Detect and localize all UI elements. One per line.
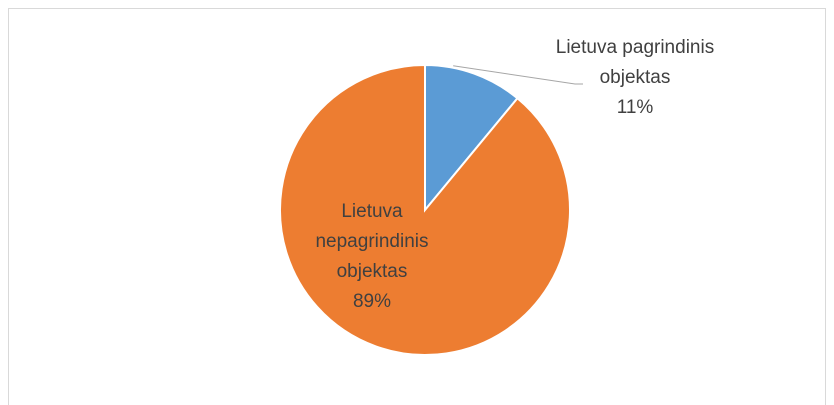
pie-slice (279, 63, 571, 356)
chart-border (8, 8, 826, 405)
category-label: Lietuva nepagrindinis objektas (315, 201, 429, 282)
data-label: Lietuva nepagrindinis objektas 89% (287, 197, 457, 317)
leader-line (453, 65, 583, 85)
value-label: 89% (352, 291, 392, 312)
pie-slice (424, 63, 519, 213)
value-label: 11% (616, 97, 654, 118)
category-label: Lietuva pagrindinis objektas (555, 37, 715, 88)
data-label: Lietuva pagrindinis objektas 11% (550, 33, 720, 123)
